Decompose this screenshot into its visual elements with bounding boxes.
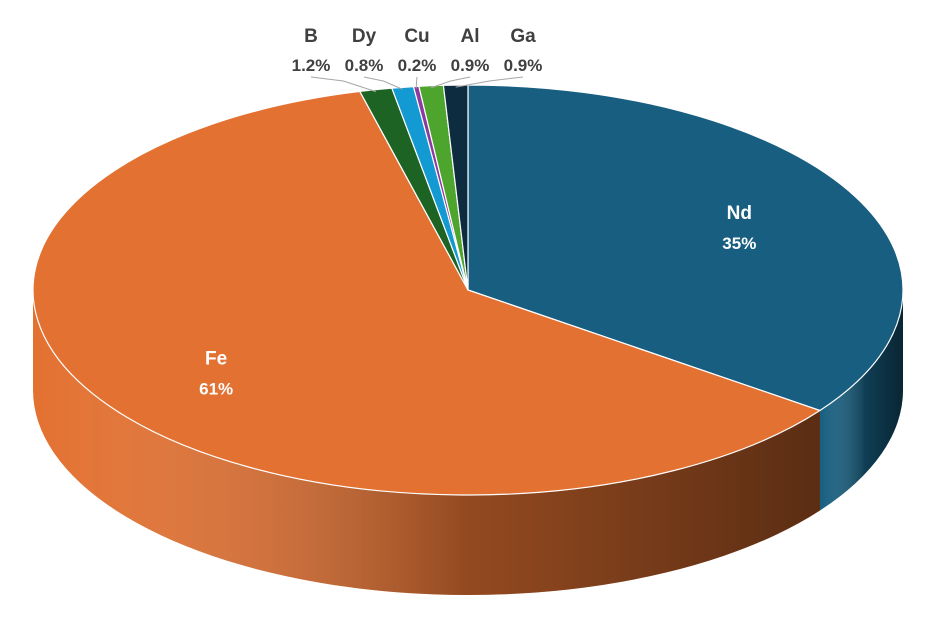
- slice-value-nd: 35%: [722, 234, 756, 253]
- slice-labels: Nd 35% Fe 61% B 1.2% Dy 0.8% Cu 0.2% Al 0.9% Ga 0.9%: [199, 26, 756, 399]
- slice-label-cu: Cu: [404, 26, 429, 47]
- leader-line-b: [310, 76, 376, 93]
- slice-side-nd: [819, 290, 903, 511]
- slice-side-fe: [33, 290, 820, 596]
- slice-value-cu: 0.2%: [398, 56, 437, 75]
- slice-label-al: Al: [461, 26, 480, 47]
- leader-line-al: [430, 76, 471, 89]
- slice-value-ga: 0.9%: [504, 56, 543, 75]
- slice-label-fe: Fe: [205, 349, 227, 370]
- slice-nd: [467, 84, 904, 412]
- slice-value-dy: 0.8%: [345, 56, 384, 75]
- leader-line-dy: [363, 76, 403, 90]
- slice-label-dy: Dy: [352, 26, 377, 47]
- slice-label-nd: Nd: [727, 203, 752, 224]
- leader-lines: [310, 76, 524, 93]
- slice-value-fe: 61%: [199, 380, 233, 399]
- leader-line-ga: [455, 76, 524, 88]
- slice-value-b: 1.2%: [292, 56, 331, 75]
- slice-label-b: B: [304, 26, 318, 47]
- slice-label-ga: Ga: [510, 26, 536, 47]
- pie-tops: [32, 84, 904, 496]
- slice-value-al: 0.9%: [451, 56, 490, 75]
- slice-fe: [32, 90, 822, 496]
- leader-line-cu: [415, 76, 418, 89]
